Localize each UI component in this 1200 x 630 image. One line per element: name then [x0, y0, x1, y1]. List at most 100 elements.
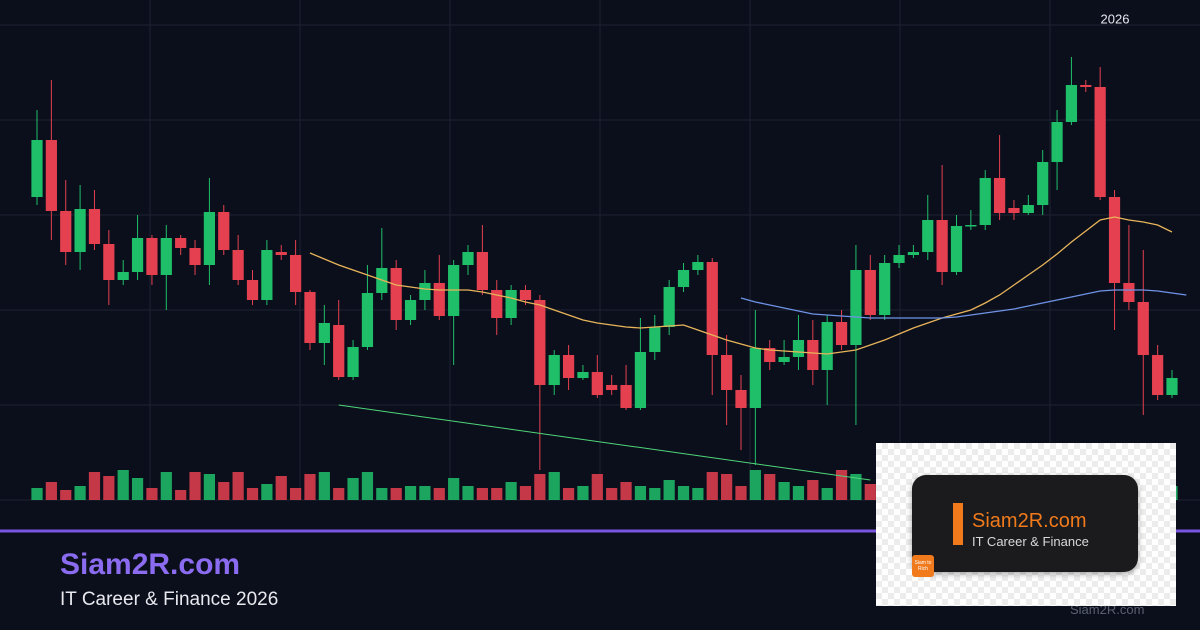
- candle-body: [117, 272, 129, 280]
- volume-bar: [562, 488, 575, 500]
- candle-body: [893, 255, 905, 263]
- candle-body: [519, 290, 532, 300]
- volume-bar: [390, 488, 402, 500]
- volume-bar: [290, 488, 302, 500]
- candle-body: [979, 178, 991, 225]
- volume-bar: [649, 488, 661, 500]
- candle-body: [160, 238, 172, 275]
- volume-bar: [591, 474, 603, 500]
- candle-body: [361, 293, 374, 347]
- candle-body: [1108, 197, 1121, 283]
- volume-bar: [261, 484, 273, 500]
- candle-body: [850, 270, 862, 345]
- volume-bar: [203, 474, 216, 500]
- candle-body: [577, 372, 589, 378]
- candle-body: [103, 244, 115, 280]
- volume-bar: [376, 488, 388, 500]
- volume-bar: [491, 488, 503, 500]
- candle-body: [1008, 208, 1020, 213]
- volume-bar: [333, 488, 345, 500]
- candle-body: [74, 209, 86, 252]
- logo-icon: Siam to Rich: [912, 555, 934, 577]
- volume-bar: [764, 474, 776, 500]
- candle-body: [390, 268, 402, 320]
- candle-body: [606, 385, 618, 390]
- candle-body: [634, 352, 647, 408]
- volume-bar: [45, 482, 57, 500]
- logo-tagline: IT Career & Finance: [972, 534, 1089, 549]
- volume-bar: [692, 488, 704, 500]
- logo-card: Siam2R.com IT Career & Finance: [912, 475, 1138, 572]
- volume-bar: [433, 488, 445, 500]
- candle-body: [591, 372, 603, 395]
- volume-bar: [620, 482, 632, 500]
- volume-bar: [835, 470, 848, 500]
- candle-body: [663, 287, 675, 327]
- moving-average: [309, 216, 1173, 355]
- volume-bar: [606, 488, 618, 500]
- candle-body: [548, 355, 560, 385]
- candle-body: [1166, 378, 1178, 395]
- volume-bar: [60, 490, 72, 500]
- volume-bar: [476, 488, 488, 500]
- candle-body: [505, 290, 517, 318]
- candle-body: [835, 322, 848, 345]
- candle-body: [60, 211, 72, 252]
- volume-bar: [146, 488, 158, 500]
- candle-body: [792, 340, 805, 357]
- volume-bar: [577, 486, 589, 500]
- logo-bar: [953, 503, 963, 545]
- candle-body: [692, 262, 704, 270]
- candle-body: [333, 325, 345, 377]
- candle-body: [476, 252, 488, 290]
- volume-bar: [419, 486, 431, 500]
- candle-body: [1137, 302, 1149, 355]
- candle-body: [433, 283, 445, 316]
- candle-body: [45, 140, 57, 211]
- volume-bar: [131, 478, 144, 500]
- candle-body: [189, 248, 201, 265]
- trendline: [338, 404, 871, 481]
- candle-body: [218, 212, 230, 250]
- candle-body: [146, 238, 158, 275]
- candle-body: [175, 238, 187, 248]
- volume-bar: [117, 470, 129, 500]
- volume-bar: [864, 484, 876, 500]
- volume-bar: [792, 486, 805, 500]
- candle-body: [232, 250, 244, 280]
- volume-bar: [721, 474, 733, 500]
- candle-body: [620, 385, 632, 408]
- volume-bar: [246, 488, 259, 500]
- candle-body: [31, 140, 43, 197]
- candle-body: [261, 250, 273, 300]
- volume-bar: [361, 472, 374, 500]
- brand-title: Siam2R.com: [60, 548, 241, 581]
- candle-body: [534, 300, 546, 385]
- candle-body: [936, 220, 948, 272]
- volume-bar: [175, 490, 187, 500]
- volume-bar: [462, 486, 474, 500]
- volume-bar: [534, 474, 546, 500]
- candle-body: [721, 355, 733, 390]
- volume-bar: [103, 476, 115, 500]
- volume-bar: [404, 486, 417, 500]
- candle-body: [1152, 355, 1164, 395]
- volume-bar: [749, 470, 761, 500]
- candle-body: [907, 252, 919, 255]
- brand-subtitle: IT Career & Finance 2026: [60, 589, 279, 610]
- volume-bar: [218, 482, 230, 500]
- moving-average: [740, 289, 1187, 319]
- volume-bar: [677, 486, 690, 500]
- logo-name: Siam2R.com: [972, 510, 1087, 532]
- candle-body: [649, 327, 661, 352]
- volume-bar: [706, 472, 718, 500]
- candle-body: [735, 390, 747, 408]
- candle-body: [404, 300, 417, 320]
- volume-bar: [74, 486, 86, 500]
- volume-bar: [160, 472, 172, 500]
- candle-body: [778, 357, 790, 362]
- volume-bar: [735, 486, 747, 500]
- candle-body: [1022, 205, 1034, 213]
- volume-bar: [275, 476, 287, 500]
